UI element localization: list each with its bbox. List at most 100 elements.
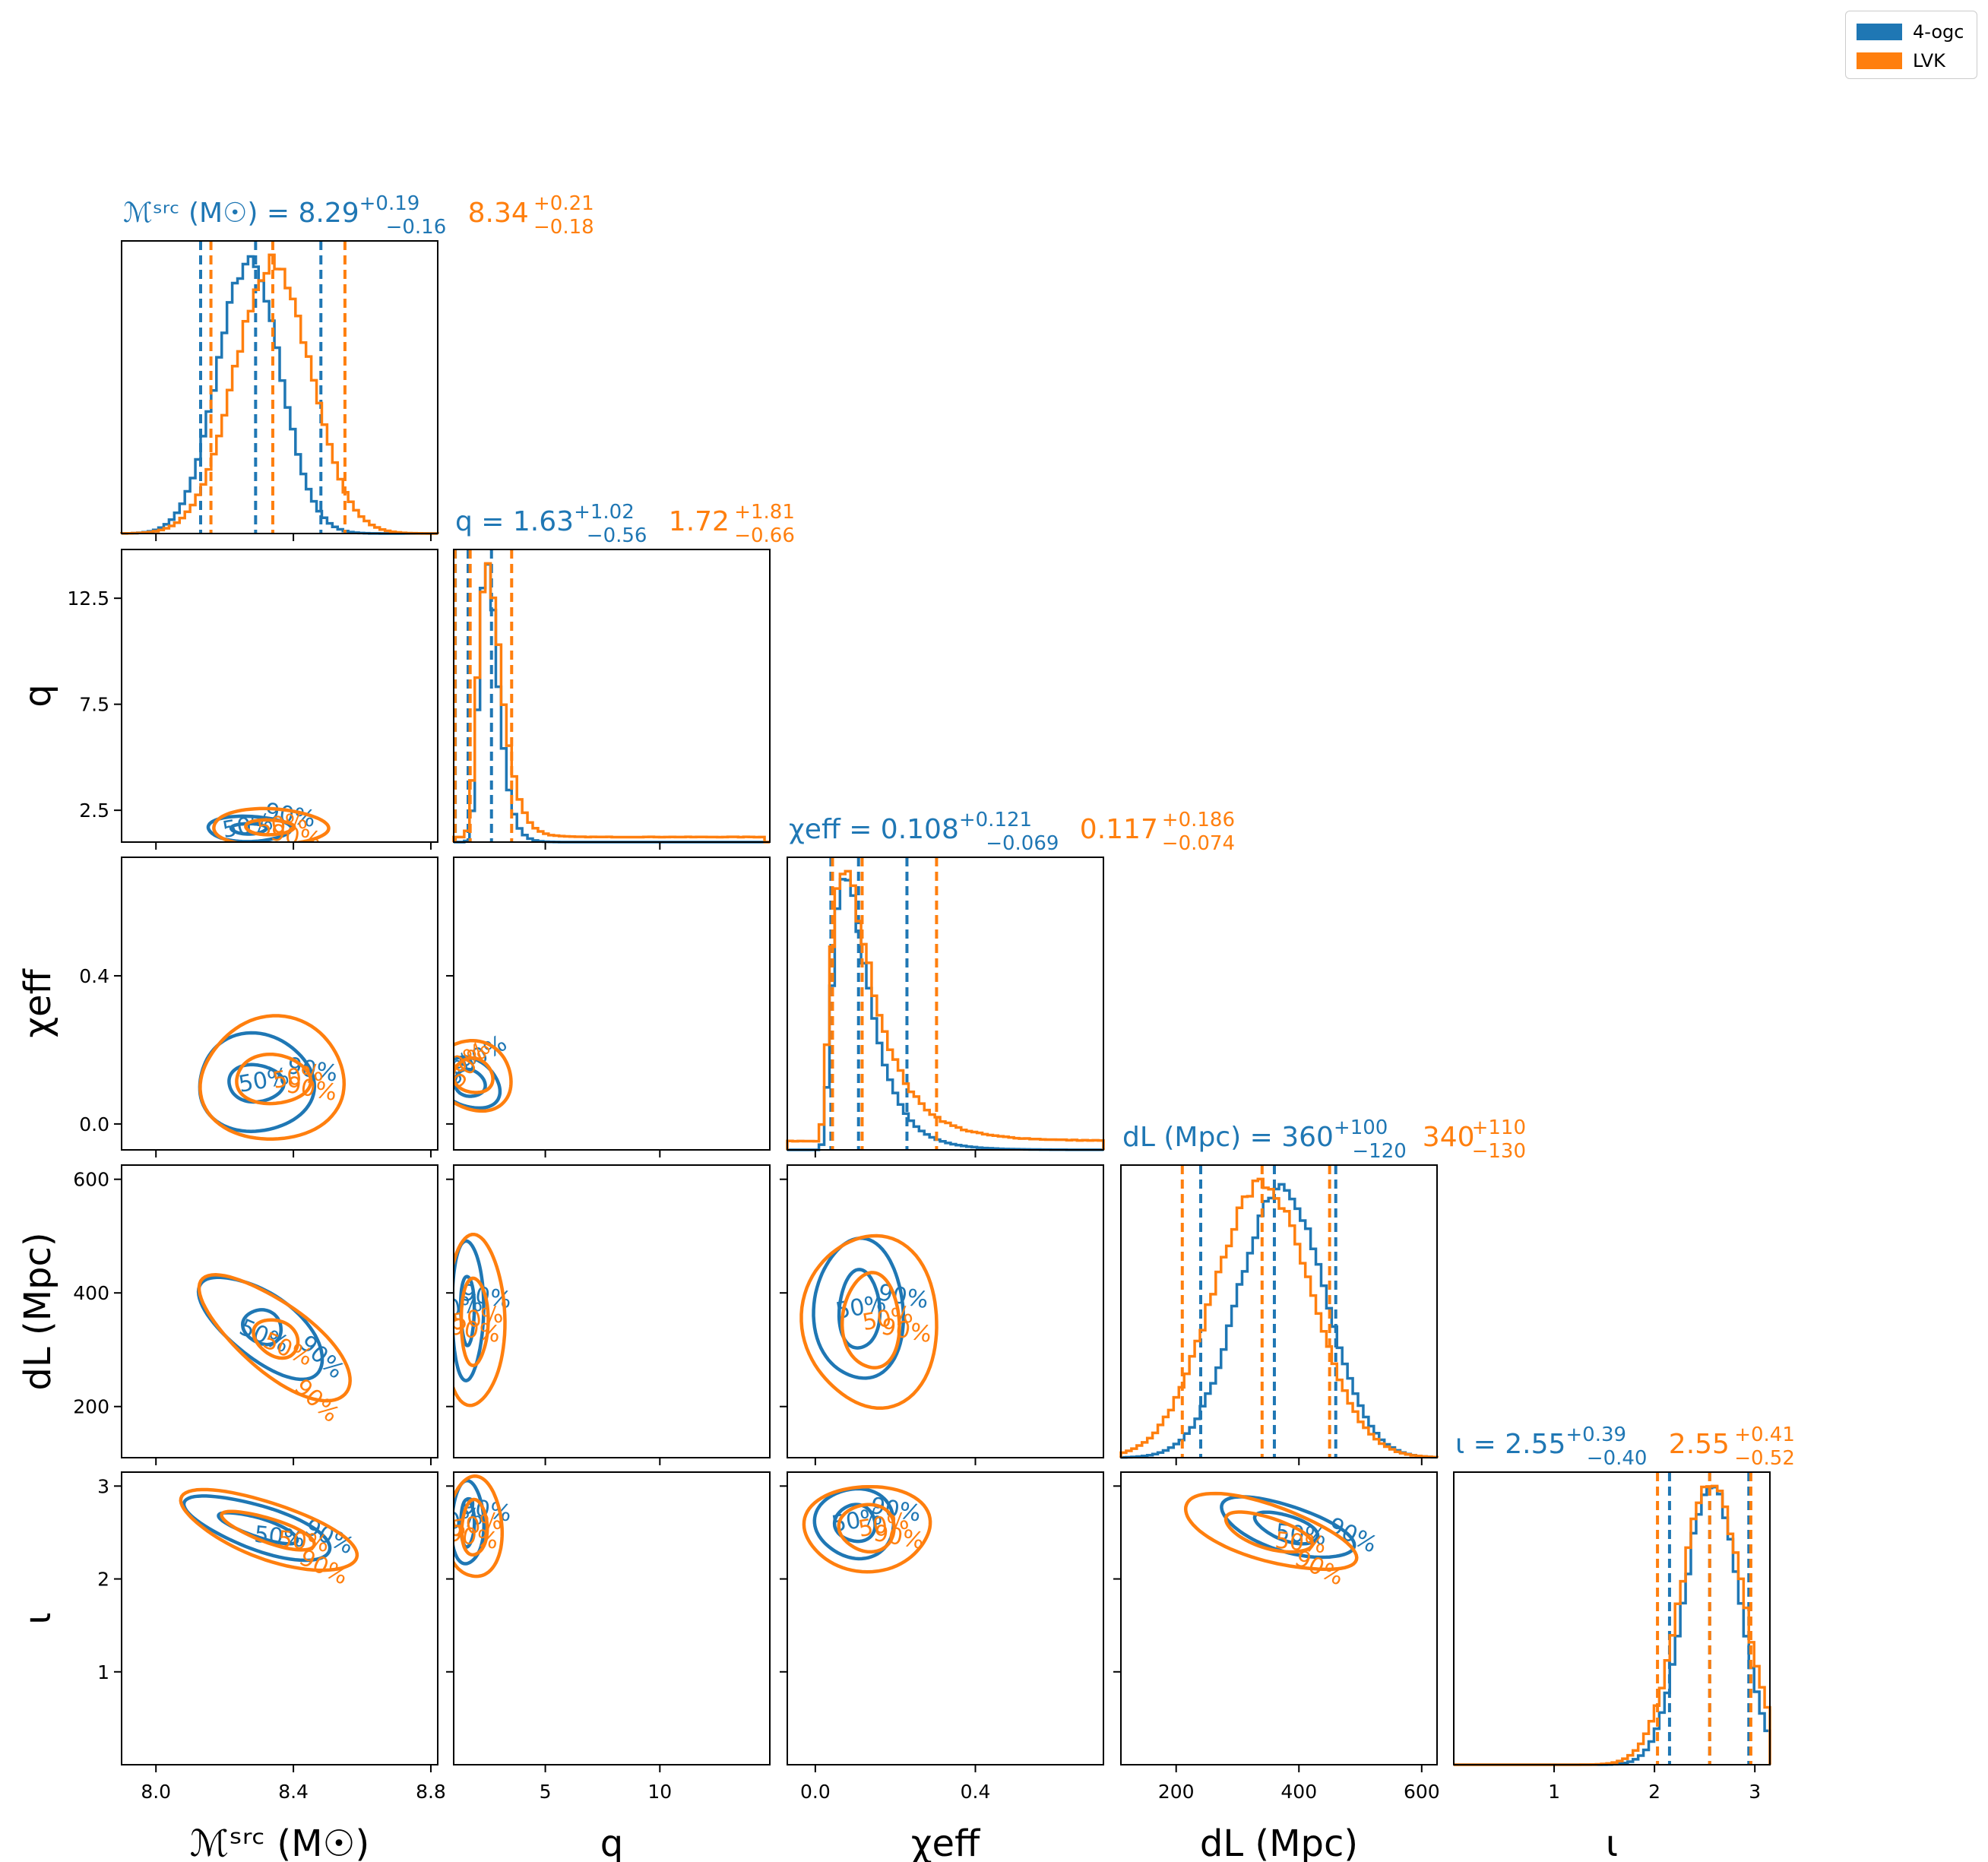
contour-label-90pct-lvk: 90% bbox=[268, 819, 323, 854]
histogram-4-ogc-iota bbox=[1454, 1485, 1771, 1766]
title-minus-4ogc: −120 bbox=[1352, 1140, 1406, 1163]
y-tick-label-q: 12.5 bbox=[67, 587, 109, 610]
title-plus-4ogc: +0.39 bbox=[1565, 1423, 1626, 1446]
title-median-lvk: 0.117 bbox=[1080, 814, 1158, 845]
contour-group: 50%90%50%90% bbox=[198, 1014, 347, 1141]
panel-frame bbox=[121, 857, 438, 1151]
title-plus-lvk: +0.21 bbox=[533, 192, 594, 215]
panel-frame bbox=[1120, 1471, 1438, 1765]
contour-group: 50%90%50%90% bbox=[802, 1484, 932, 1574]
panel-frame bbox=[787, 857, 1104, 1151]
panel-frame bbox=[1453, 1471, 1771, 1765]
contour-50pct-4-ogc bbox=[832, 1503, 877, 1544]
panel-diag-q: q = 1.63+1.02−0.56 1.72 +1.81−0.66 bbox=[452, 501, 795, 844]
panel-chieff-vs-dl: 50%90%50%90% bbox=[787, 1164, 1104, 1458]
x-tick-label-iota: 1 bbox=[1548, 1781, 1560, 1803]
contour-50pct-lvk bbox=[840, 1271, 901, 1370]
panel-frame bbox=[787, 1471, 1104, 1765]
panel-q-vs-iota: 50%90%50%90% bbox=[453, 1471, 771, 1765]
x-tick-label-dl: 600 bbox=[1404, 1781, 1440, 1803]
x-axis-label-dl: dL (Mpc) bbox=[1200, 1822, 1358, 1862]
title-median-4ogc: ℳˢʳᶜ (M☉) = 8.29 bbox=[123, 198, 359, 229]
histogram-lvk-mchirp bbox=[120, 253, 439, 535]
y-tick-label-q: 7.5 bbox=[79, 694, 109, 716]
panel-frame bbox=[121, 240, 438, 534]
panel-frame bbox=[453, 549, 771, 843]
panel-mchirp-vs-iota: 50%90%50%90% bbox=[121, 1471, 438, 1765]
panel-mchirp-vs-dl: 50% 90%50%90% bbox=[121, 1164, 438, 1458]
title-median-lvk: 8.34 bbox=[468, 198, 529, 229]
title-plus-4ogc: +0.121 bbox=[959, 809, 1032, 831]
title-minus-lvk: −0.18 bbox=[533, 216, 594, 239]
contour-group: 50%90%50%90% bbox=[454, 1474, 514, 1579]
contour-group: 50%90%50%90% bbox=[454, 1232, 514, 1408]
histogram-lvk-dl bbox=[1119, 1177, 1439, 1458]
y-tick-label-iota: 3 bbox=[97, 1475, 109, 1497]
title-median-lvk: 1.72 bbox=[669, 506, 730, 537]
title-plus-lvk: +0.186 bbox=[1162, 809, 1235, 831]
panel-frame bbox=[453, 1471, 771, 1765]
title-plus-4ogc: +1.02 bbox=[574, 501, 635, 524]
contour-90pct-4-ogc bbox=[182, 1494, 332, 1563]
contour-90pct-4-ogc bbox=[812, 1237, 906, 1380]
panel-mchirp-vs-chieff: 50%90%50%90% bbox=[121, 857, 438, 1151]
contour-90pct-lvk bbox=[179, 1487, 359, 1572]
x-tick-label-chieff: 0.4 bbox=[961, 1781, 991, 1803]
contour-90pct-4-ogc bbox=[454, 1478, 486, 1566]
panel-frame bbox=[121, 549, 438, 843]
x-axis-label-iota: ι bbox=[1606, 1822, 1618, 1862]
legend-label-lvk: LVK bbox=[1913, 50, 1945, 71]
contour-50pct-4-ogc bbox=[217, 1511, 299, 1546]
contour-50pct-lvk bbox=[235, 1053, 313, 1106]
contour-50pct-lvk bbox=[252, 1318, 300, 1360]
y-axis-label-q: q bbox=[17, 684, 59, 707]
panel-title-chieff: χeff = 0.108+0.121 bbox=[789, 809, 1032, 845]
title-median-4ogc: ι = 2.55 bbox=[1455, 1429, 1565, 1460]
x-tick-label-chieff: 0.0 bbox=[800, 1781, 831, 1803]
x-tick-label-mchirp: 8.4 bbox=[278, 1781, 309, 1803]
panel-q-vs-dl: 50%90%50%90% bbox=[453, 1164, 771, 1458]
contour-90pct-lvk bbox=[1183, 1491, 1359, 1572]
title-minus-4ogc: −0.40 bbox=[1587, 1447, 1648, 1470]
panel-diag-iota: ι = 2.55+0.39−0.40 2.55 +0.41−0.52 bbox=[1453, 1423, 1795, 1766]
contour-group: 50%90%50%90% bbox=[206, 798, 331, 854]
legend: 4-ogc LVK bbox=[1845, 11, 1977, 79]
y-axis-label-dl: dL (Mpc) bbox=[17, 1232, 59, 1390]
title-minus-lvk: −130 bbox=[1472, 1140, 1526, 1163]
contour-label-50pct-lvk: 50% bbox=[1274, 1527, 1327, 1559]
title-plus-lvk: +1.81 bbox=[734, 501, 795, 524]
contour-90pct-4-ogc bbox=[196, 1275, 324, 1382]
title-minus-4ogc: −0.069 bbox=[986, 832, 1059, 855]
contour-50pct-4-ogc bbox=[1252, 1510, 1320, 1546]
histogram-lvk-iota bbox=[1454, 1484, 1771, 1766]
histogram-lvk-chieff bbox=[786, 869, 1105, 1150]
x-tick-label-mchirp: 8.8 bbox=[416, 1781, 446, 1803]
x-tick-label-mchirp: 8.0 bbox=[141, 1781, 171, 1803]
title-plus-4ogc: +0.19 bbox=[359, 192, 420, 215]
contour-90pct-lvk bbox=[454, 1474, 505, 1579]
x-axis-label-q: q bbox=[600, 1822, 623, 1862]
y-tick-label-chieff: 0.0 bbox=[79, 1113, 109, 1135]
x-axis-label-mchirp: ℳˢʳᶜ (M☉) bbox=[190, 1822, 370, 1862]
contour-50pct-4-ogc bbox=[837, 1268, 882, 1350]
contour-50pct-lvk bbox=[460, 1497, 489, 1557]
contour-90pct-lvk bbox=[799, 1233, 939, 1411]
y-tick-label-dl: 600 bbox=[73, 1169, 109, 1191]
contour-90pct-lvk bbox=[212, 806, 331, 842]
panel-title-dl: dL (Mpc) = 360+100 bbox=[1122, 1116, 1388, 1153]
contour-label-90pct-lvk: 90% bbox=[289, 1374, 344, 1428]
x-axis-label-chieff: χeff bbox=[911, 1822, 980, 1862]
contour-90pct-lvk bbox=[802, 1484, 932, 1574]
y-tick-label-dl: 200 bbox=[73, 1396, 109, 1418]
panel-frame bbox=[453, 1164, 771, 1458]
panel-title-q: q = 1.63+1.02 bbox=[455, 501, 635, 537]
x-tick-label-dl: 200 bbox=[1158, 1781, 1195, 1803]
contour-90pct-lvk bbox=[454, 1039, 513, 1113]
panel-mchirp-vs-q: 50%90%50%90% bbox=[121, 549, 438, 854]
panel-frame bbox=[121, 1471, 438, 1765]
x-tick-label-dl: 400 bbox=[1280, 1781, 1317, 1803]
histogram-4-ogc-mchirp bbox=[120, 255, 438, 535]
legend-label-4ogc: 4-ogc bbox=[1913, 21, 1964, 43]
panel-q-vs-chieff: 50%90%50%90% bbox=[453, 857, 771, 1151]
